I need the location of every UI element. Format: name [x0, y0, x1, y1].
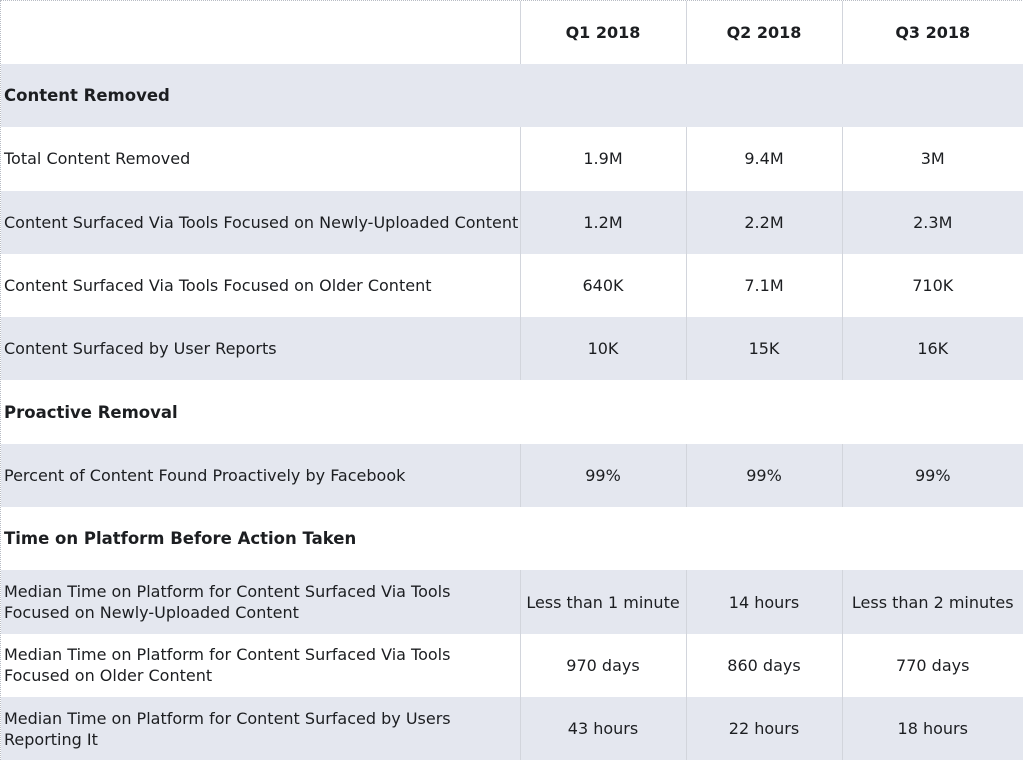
row-label: Percent of Content Found Proactively by …	[1, 443, 520, 508]
table-row: Content Surfaced by User Reports 10K 15K 16…	[1, 317, 1023, 381]
value-cell-q2: 15K	[685, 317, 842, 381]
section-heading: Proactive Removal	[1, 380, 1023, 444]
table-row: Median Time on Platform for Content Surf…	[1, 570, 1023, 634]
value-cell-q2: 14 hours	[685, 570, 842, 634]
row-label: Total Content Removed	[1, 127, 520, 191]
value-cell-q1: 10K	[519, 317, 686, 381]
value-cell-q3: 18 hours	[841, 696, 1023, 761]
value-cell-q3: 770 days	[841, 633, 1023, 697]
table-row: Percent of Content Found Proactively by …	[1, 443, 1023, 508]
value-cell-q3: 710K	[841, 253, 1023, 318]
header-q1: Q1 2018	[519, 1, 686, 64]
value-cell-q3: 99%	[841, 443, 1023, 508]
header-q2: Q2 2018	[685, 1, 842, 64]
value-cell-q1: 43 hours	[519, 696, 686, 761]
value-cell-q3: Less than 2 minutes	[841, 570, 1023, 634]
section-heading: Content Removed	[1, 64, 1023, 128]
row-label: Median Time on Platform for Content Surf…	[1, 570, 520, 634]
row-label: Median Time on Platform for Content Surf…	[1, 696, 520, 761]
section-row: Proactive Removal	[1, 380, 1023, 444]
section-row: Time on Platform Before Action Taken	[1, 507, 1023, 571]
value-cell-q2: 9.4M	[685, 127, 842, 191]
table-row: Content Surfaced Via Tools Focused on Ne…	[1, 190, 1023, 254]
value-cell-q1: Less than 1 minute	[519, 570, 686, 634]
value-cell-q3: 2.3M	[841, 190, 1023, 254]
row-label: Median Time on Platform for Content Surf…	[1, 633, 520, 697]
header-q3: Q3 2018	[841, 1, 1023, 64]
value-cell-q1: 99%	[519, 443, 686, 508]
value-cell-q2: 7.1M	[685, 253, 842, 318]
table-row: Median Time on Platform for Content Surf…	[1, 633, 1023, 697]
value-cell-q2: 860 days	[685, 633, 842, 697]
value-cell-q2: 99%	[685, 443, 842, 508]
header-label-cell	[1, 1, 520, 64]
table-row: Total Content Removed 1.9M 9.4M 3M	[1, 127, 1023, 191]
value-cell-q2: 22 hours	[685, 696, 842, 761]
value-cell-q1: 970 days	[519, 633, 686, 697]
table-row: Median Time on Platform for Content Surf…	[1, 696, 1023, 761]
table-row: Content Surfaced Via Tools Focused on Ol…	[1, 253, 1023, 318]
header-row: Q1 2018 Q2 2018 Q3 2018	[1, 1, 1023, 64]
section-heading: Time on Platform Before Action Taken	[1, 507, 1023, 571]
value-cell-q3: 16K	[841, 317, 1023, 381]
value-cell-q1: 1.2M	[519, 190, 686, 254]
value-cell-q3: 3M	[841, 127, 1023, 191]
row-label: Content Surfaced Via Tools Focused on Ol…	[1, 253, 520, 318]
value-cell-q2: 2.2M	[685, 190, 842, 254]
value-cell-q1: 1.9M	[519, 127, 686, 191]
row-label: Content Surfaced by User Reports	[1, 317, 520, 381]
table-body: Content Removed Total Content Removed 1.9M…	[1, 64, 1023, 761]
section-row: Content Removed	[1, 64, 1023, 128]
value-cell-q1: 640K	[519, 253, 686, 318]
row-label: Content Surfaced Via Tools Focused on Ne…	[1, 190, 520, 254]
